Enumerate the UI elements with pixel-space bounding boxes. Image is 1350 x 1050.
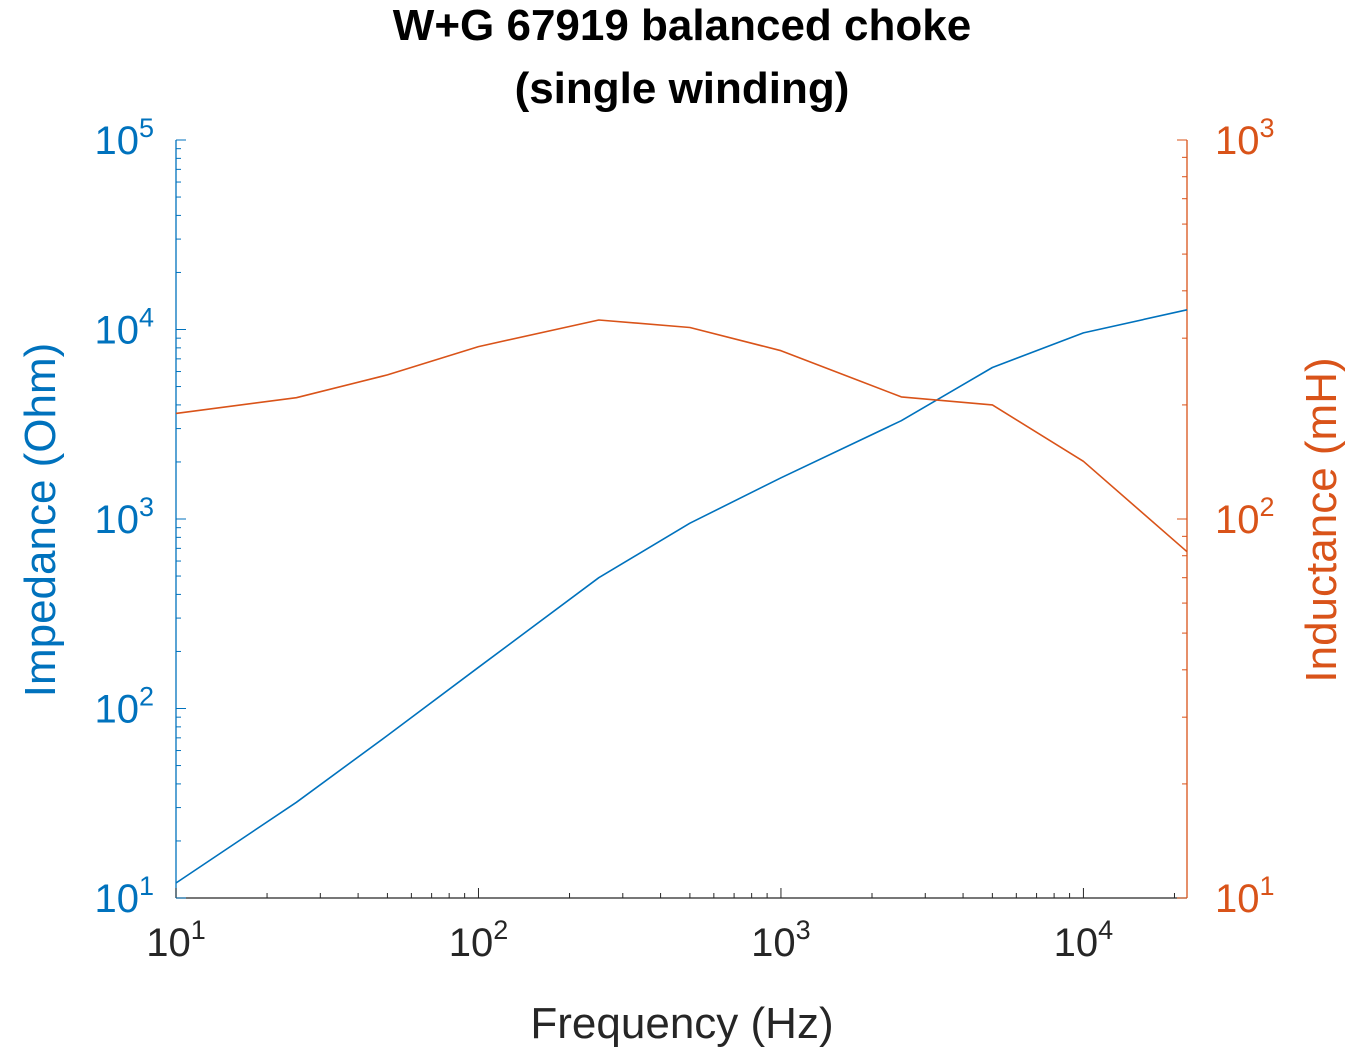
y-left-tick-label: 102 — [94, 682, 154, 732]
y-left-tick-label: 101 — [94, 871, 154, 921]
chart-title-line-2: (single winding) — [515, 64, 850, 113]
y-right-tick-label: 102 — [1215, 492, 1275, 542]
y-axis-right-label: Inductance (mH) — [1297, 357, 1346, 682]
inductance-series-line — [175, 319, 1188, 553]
y-right-tick-label: 101 — [1215, 871, 1275, 921]
plot-area: 101 102 103 104 101 102 103 104 105 101 102 103 — [94, 113, 1274, 965]
x-tick-label: 104 — [1054, 915, 1114, 965]
y-left-tick-label: 104 — [94, 303, 154, 353]
y-right-tick-label: 103 — [1215, 113, 1275, 163]
x-axis-label: Frequency (Hz) — [530, 999, 833, 1048]
x-tick-label: 101 — [146, 915, 206, 965]
y-left-tick-label: 105 — [94, 113, 154, 163]
x-tick-label: 102 — [449, 915, 509, 965]
x-tick-label: 103 — [751, 915, 811, 965]
y-left-tick-label: 103 — [94, 492, 154, 542]
y-axis-left-label: Impedance (Ohm) — [16, 343, 65, 698]
chart-title-line-1: W+G 67919 balanced choke — [393, 1, 971, 50]
impedance-series-line — [175, 309, 1188, 884]
